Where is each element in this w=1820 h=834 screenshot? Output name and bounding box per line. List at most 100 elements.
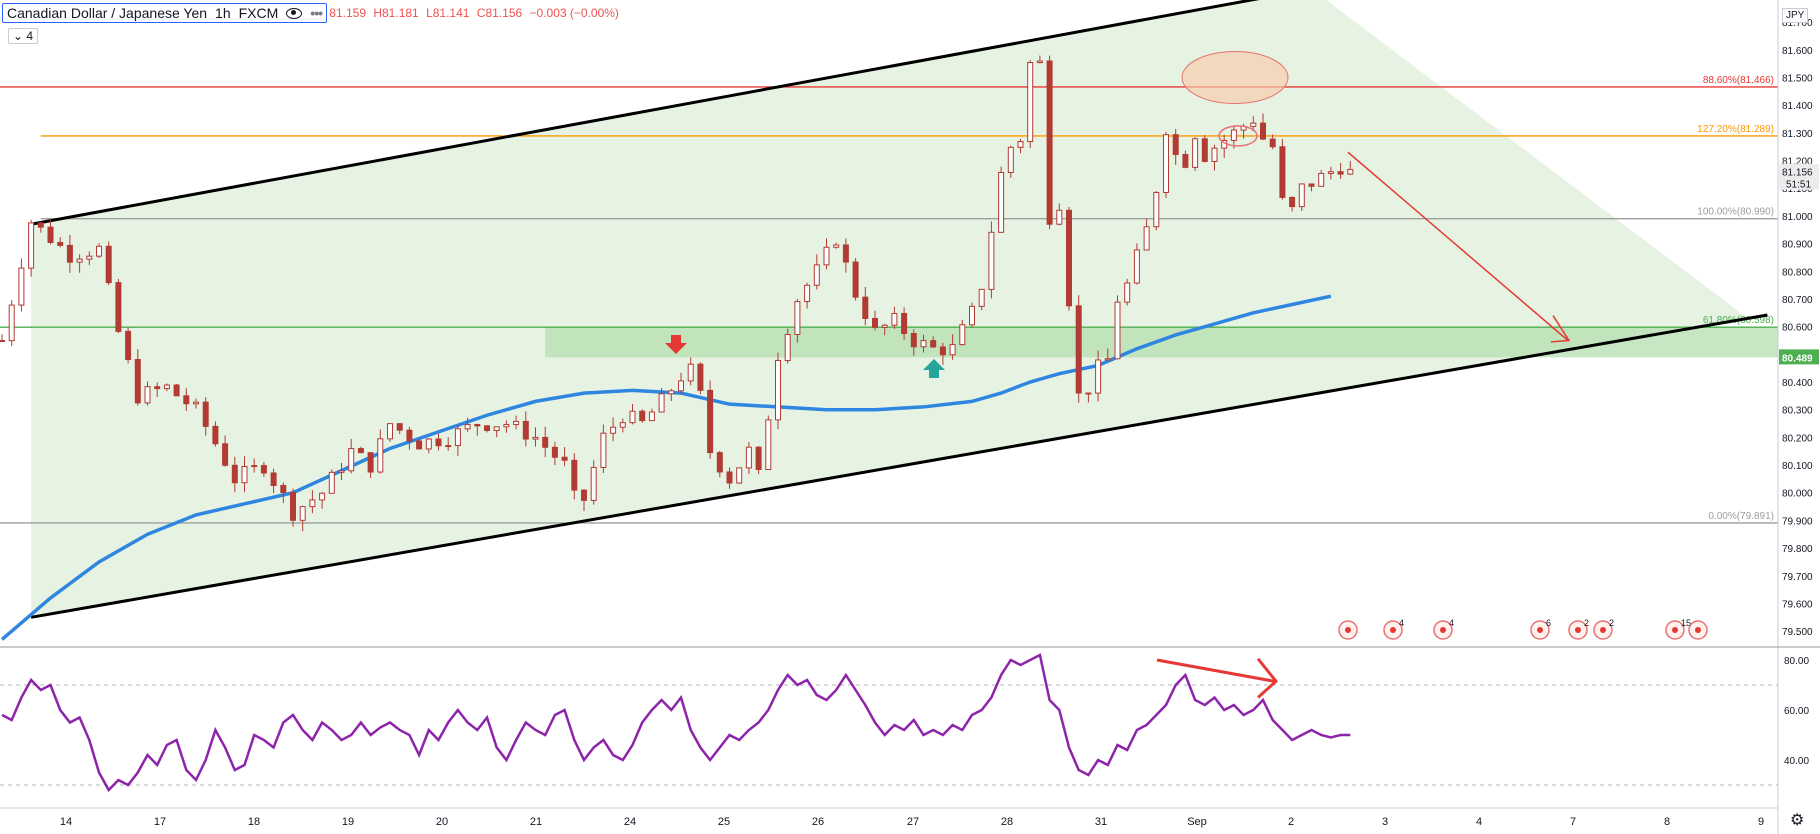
resistance-ellipse-small (1218, 125, 1258, 147)
candle-body (76, 258, 83, 263)
candle-body (1279, 146, 1286, 198)
time-tick-label: Sep (1187, 816, 1207, 828)
event-marker-count: 4 (1399, 618, 1404, 628)
candle-body (755, 446, 762, 470)
candle-body (115, 282, 122, 332)
candle-body (484, 425, 490, 431)
time-tick-label: 17 (154, 816, 166, 828)
candle-body (474, 424, 481, 427)
candle-body (125, 330, 132, 360)
symbol-legend[interactable]: Canadian Dollar / Japanese Yen 1h FXCM •… (2, 3, 328, 23)
candle-body (309, 499, 316, 508)
candle-body (842, 244, 849, 263)
more-options-icon[interactable]: ••• (310, 5, 323, 21)
candle-body (571, 459, 578, 491)
candle-body (930, 340, 937, 348)
gear-icon[interactable]: ⚙ (1790, 812, 1805, 829)
candle-body (173, 384, 180, 397)
price-tick-label: 79.700 (1782, 572, 1813, 583)
candle-body (183, 395, 190, 405)
study-count: 4 (26, 29, 34, 43)
candle-body (1298, 183, 1305, 208)
candle-body (1085, 392, 1092, 395)
candle-body (445, 445, 452, 448)
candle-body (619, 422, 626, 428)
event-marker-count: 2 (1609, 618, 1614, 628)
candle-body (222, 443, 229, 466)
candle-body (1172, 134, 1179, 155)
candle-body (920, 340, 927, 348)
candle-body (144, 386, 151, 404)
candle-body (280, 484, 287, 493)
candle-body (1153, 191, 1160, 228)
time-tick-label: 19 (342, 816, 354, 828)
candle-body (47, 226, 54, 243)
price-tick-label: 79.900 (1782, 516, 1813, 527)
candle-body (833, 244, 840, 248)
candle-body (1046, 60, 1053, 225)
candle-body (959, 324, 966, 346)
candle-body (978, 288, 985, 307)
candle-body (328, 471, 335, 494)
candle-body (581, 489, 587, 501)
time-tick-label: 20 (436, 816, 448, 828)
candle-body (648, 411, 655, 422)
moving-average-line (0, 294, 1332, 641)
chart-header: Canadian Dollar / Japanese Yen 1h FXCM •… (2, 2, 623, 24)
candle-body (66, 244, 73, 263)
event-marker-count: 6 (1546, 618, 1551, 628)
currency-unit-badge[interactable]: JPY (1782, 8, 1809, 23)
time-tick-label: 27 (907, 816, 919, 828)
candle-body (969, 305, 975, 326)
candle-body (416, 440, 423, 450)
candle-body (794, 301, 801, 335)
candle-body (377, 438, 384, 473)
candle-body (784, 333, 791, 362)
candle-body (202, 401, 209, 427)
event-marker-dot (1440, 627, 1446, 633)
candle-body (319, 492, 326, 501)
eye-icon[interactable] (286, 7, 303, 19)
candle-body (86, 255, 93, 260)
price-tick-label: 80.200 (1782, 433, 1813, 444)
candle-body (105, 245, 112, 284)
candle-body (765, 419, 772, 470)
candle-body (18, 267, 25, 306)
candle-body (357, 448, 364, 454)
event-marker-dot (1575, 627, 1581, 633)
candle-body (716, 452, 723, 473)
rsi-tick-label: 80.00 (1784, 656, 1809, 667)
time-tick-label: 28 (1001, 816, 1013, 828)
candle-body (1036, 60, 1043, 64)
candle-body (823, 246, 830, 266)
candle-body (939, 346, 946, 356)
time-tick-label: 9 (1758, 816, 1764, 828)
time-tick-label: 26 (812, 816, 824, 828)
candle-body (134, 358, 141, 404)
event-marker-dot (1600, 627, 1606, 633)
candle-body (687, 363, 694, 382)
price-tick-label: 80.400 (1782, 378, 1813, 389)
candle-body (163, 384, 170, 390)
candle-body (678, 380, 684, 392)
candle-body (348, 448, 355, 472)
candle-body (697, 363, 704, 391)
studies-toggle[interactable]: ⌄ 4 (8, 28, 39, 44)
candle-body (1143, 226, 1150, 251)
price-tick-label: 81.500 (1782, 74, 1813, 85)
candle-body (493, 426, 500, 431)
candle-body (1163, 134, 1169, 193)
price-tick-label: 79.800 (1782, 544, 1813, 555)
down-arrow-marker (665, 335, 687, 354)
channel-fill (31, 0, 1748, 618)
resistance-ellipse (1181, 51, 1289, 105)
time-tick-label: 14 (60, 816, 72, 828)
candle-body (532, 436, 539, 440)
candle-body (1289, 196, 1296, 208)
candle-body (736, 467, 743, 484)
low-value: L81.141 (426, 6, 470, 20)
current-price-tag (1779, 163, 1819, 190)
rsi-divergence-arrow-head (1256, 657, 1279, 699)
